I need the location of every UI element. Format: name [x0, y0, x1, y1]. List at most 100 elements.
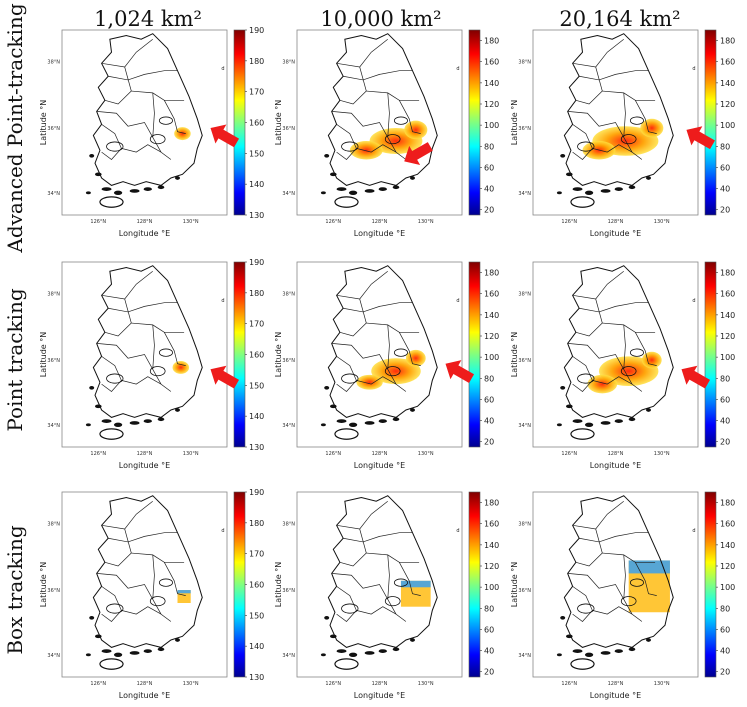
lake	[106, 373, 124, 384]
jeju-island	[570, 196, 595, 208]
y-tick-label: 34°N	[282, 653, 295, 659]
island	[143, 419, 152, 423]
x-tick-label: 126°N	[325, 681, 341, 687]
colorbar	[233, 261, 246, 448]
island	[129, 189, 140, 193]
island	[584, 422, 594, 428]
province-border	[602, 90, 656, 101]
colorbar-tick-label: 60	[484, 163, 494, 172]
colorbar-tick-label: 170	[249, 320, 264, 329]
province-border	[366, 552, 420, 563]
colorbar-tick-label: 120	[484, 562, 499, 571]
y-axis-label: Latitude °N	[39, 100, 48, 145]
island	[101, 187, 112, 191]
province-border	[343, 302, 413, 313]
island	[364, 651, 375, 655]
map-panel: 34°N 36°N 38°N 126°N 128°N 130°N Longitude °E L…	[39, 258, 264, 470]
lake	[393, 348, 408, 357]
heat-region	[404, 120, 428, 140]
map-panel: 34°N 36°N 38°N 126°N 128°N 130°N Longitude °E L…	[510, 261, 735, 470]
colorbar-tick-label: 140	[249, 180, 264, 189]
lake	[629, 348, 644, 357]
colorbar-tick-label: 20	[484, 668, 494, 677]
island	[584, 652, 594, 658]
lake	[106, 603, 124, 614]
colorbar-tick-label: 140	[484, 311, 499, 320]
colorbar-tick-label: 120	[720, 100, 735, 109]
island	[410, 408, 415, 412]
colorbar-tick-label: 60	[484, 625, 494, 634]
colorbar-tick-label: 100	[484, 353, 499, 362]
x-tick-label: 128°N	[372, 451, 388, 457]
colorbar-tick-label: 160	[249, 581, 264, 590]
x-axis-label: Longitude °E	[119, 229, 170, 238]
y-tick-label: 34°N	[518, 423, 531, 429]
province-border	[387, 554, 407, 622]
province-border	[163, 332, 186, 366]
colorbar-tick-label: 190	[249, 258, 264, 267]
y-tick-label: 38°N	[47, 521, 60, 527]
y-tick-label: 38°N	[282, 291, 295, 297]
colorbar-tick-label: 130	[249, 673, 264, 682]
island	[320, 423, 326, 427]
colorbar-tick-label: 120	[720, 562, 735, 571]
province-border	[343, 532, 413, 543]
lake	[341, 141, 359, 152]
province-border	[336, 270, 388, 300]
colorbar-unit: d	[456, 66, 459, 72]
province-border	[575, 298, 603, 337]
map-panel: 34°N 36°N 38°N 126°N 128°N 130°N Longitude °E L…	[39, 26, 264, 238]
column-header-1: 1,024 km²	[94, 7, 202, 31]
x-tick-label: 130°N	[418, 451, 434, 457]
lake	[158, 116, 173, 125]
x-tick-label: 130°N	[654, 451, 670, 457]
colorbar-tick-label: 160	[484, 290, 499, 299]
jeju-island	[334, 196, 359, 208]
colorbar-tick-label: 20	[484, 206, 494, 215]
island	[584, 190, 594, 196]
province-border	[339, 66, 367, 105]
highlight-arrow	[404, 142, 433, 165]
colorbar-unit: d	[221, 66, 224, 72]
island	[566, 172, 573, 177]
island	[600, 651, 611, 655]
island	[392, 185, 400, 190]
lake	[149, 134, 166, 145]
x-axis-label: Longitude °E	[119, 691, 170, 700]
heat-region	[641, 351, 662, 369]
colorbar-tick-label: 40	[720, 417, 730, 426]
row-label-2: Point tracking	[3, 288, 27, 431]
y-tick-label: 36°N	[47, 588, 60, 594]
y-tick-label: 34°N	[282, 191, 295, 197]
island	[101, 419, 112, 423]
island	[320, 191, 326, 195]
map-panel: 34°N 36°N 38°N 126°N 128°N 130°N Longitude °E L…	[39, 488, 264, 700]
province-border	[104, 298, 132, 337]
coastline	[563, 265, 674, 418]
colorbar-tick-label: 40	[720, 647, 730, 656]
province-border	[121, 606, 162, 615]
colorbar-tick-label: 170	[249, 550, 264, 559]
y-tick-label: 36°N	[518, 588, 531, 594]
x-tick-label: 126°N	[90, 219, 106, 225]
colorbar-tick-label: 190	[249, 26, 264, 35]
colorbar-tick-label: 40	[484, 185, 494, 194]
y-tick-label: 38°N	[282, 521, 295, 527]
island	[85, 191, 91, 195]
island	[614, 187, 623, 191]
lake	[629, 578, 644, 587]
heat-region	[628, 560, 670, 574]
colorbar-tick-label: 20	[484, 438, 494, 447]
province-border	[623, 92, 643, 160]
province-border	[634, 332, 657, 366]
province-border	[101, 270, 153, 300]
province-border	[96, 111, 154, 138]
x-axis-label: Longitude °E	[354, 229, 405, 238]
island	[157, 417, 165, 422]
colorbar-tick-label: 140	[720, 311, 735, 320]
island	[330, 404, 337, 409]
y-tick-label: 36°N	[47, 126, 60, 132]
province-border	[152, 324, 172, 392]
colorbar-tick-label: 20	[720, 206, 730, 215]
